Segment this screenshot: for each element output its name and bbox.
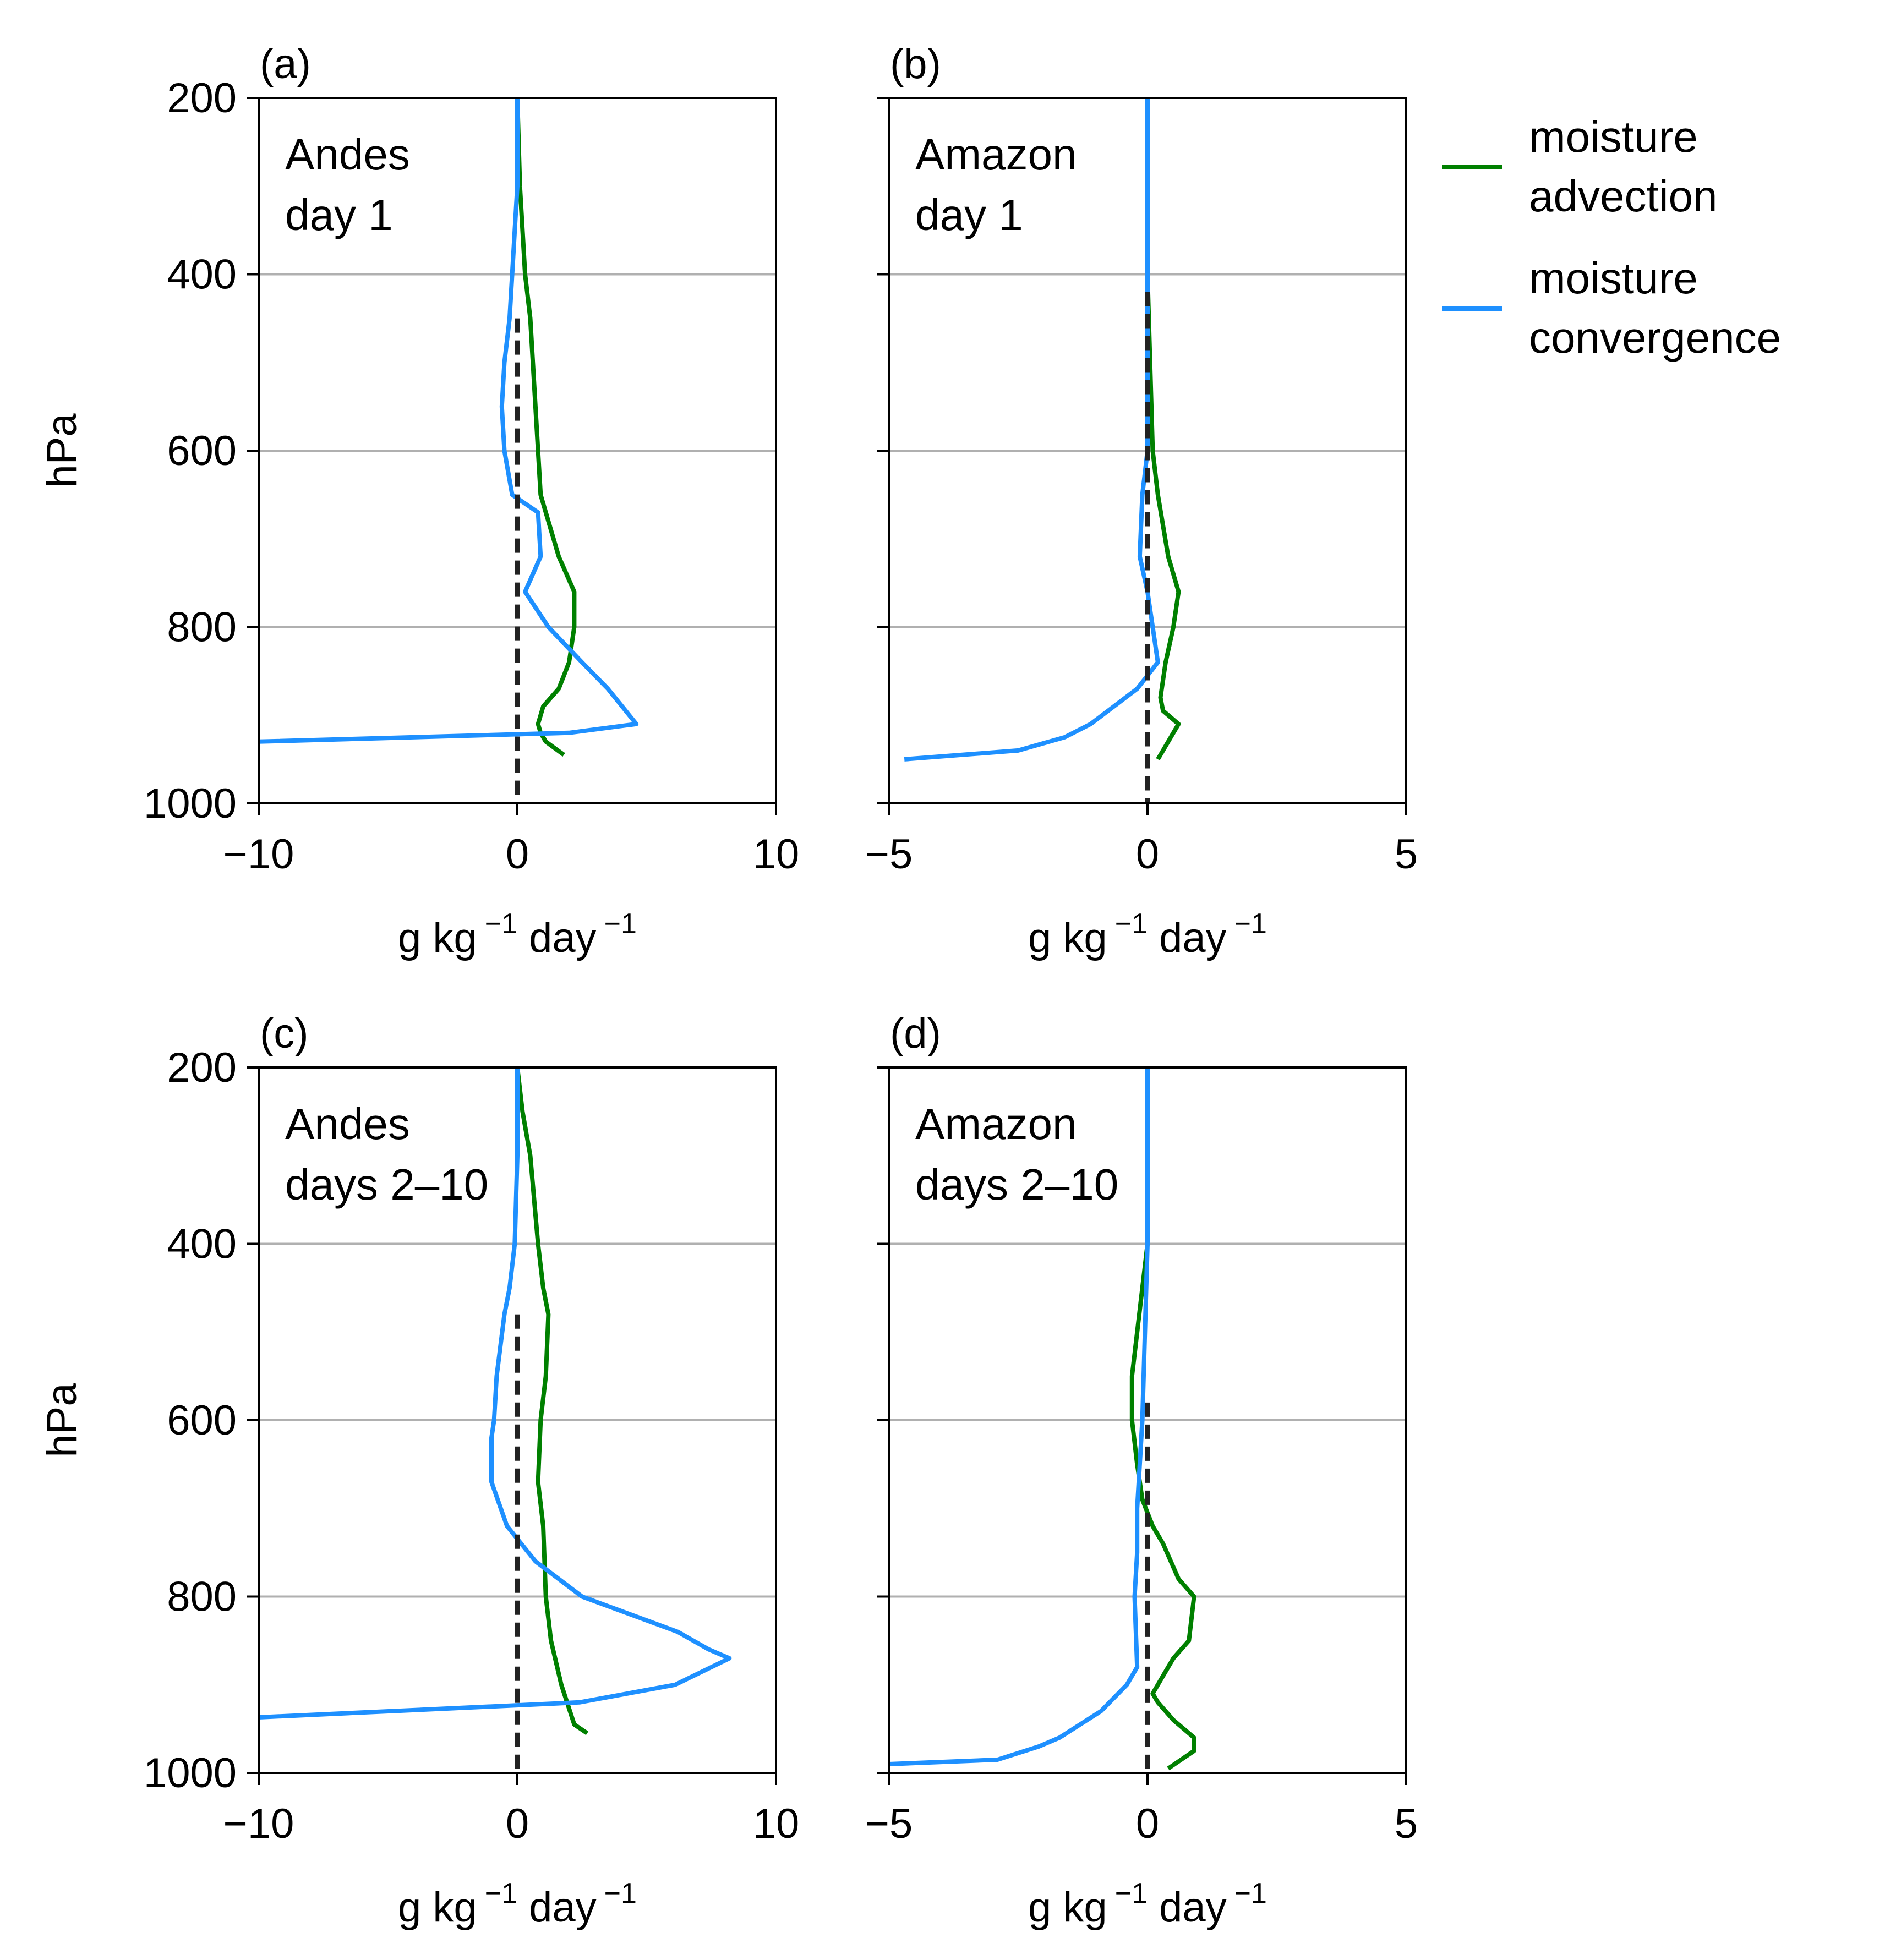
- x-tick-label: −5: [865, 1800, 913, 1847]
- x-axis-label-exponent: −1: [485, 908, 517, 940]
- x-tick-label: 0: [1136, 1800, 1159, 1847]
- x-tick-label: 10: [753, 1800, 800, 1847]
- moisture-convergence-line: [258, 98, 639, 744]
- legend: moisture advection moisture convergence: [1442, 112, 1781, 362]
- moisture-advection-line: [515, 97, 577, 757]
- y-axis-label: hPa: [39, 413, 85, 488]
- panel-annotation: days 2–10: [915, 1160, 1118, 1209]
- x-tick-label: −10: [223, 1800, 294, 1847]
- x-axis-label: g kg −1 day −1: [398, 1877, 637, 1931]
- y-tick-label: 600: [167, 1397, 237, 1444]
- legend-label: moisture: [1529, 112, 1698, 161]
- panel-annotation: Amazon: [915, 130, 1077, 179]
- panel-label: (a): [260, 41, 311, 87]
- panel-annotation: day 1: [915, 190, 1023, 239]
- x-axis-label: g kg −1 day −1: [1028, 1877, 1267, 1931]
- y-tick-label: 200: [167, 1044, 237, 1091]
- moisture-convergence-line: [258, 1067, 732, 1720]
- x-axis-label-text: day: [1148, 915, 1227, 961]
- y-tick-label: 400: [167, 1221, 237, 1268]
- panel-label: (d): [890, 1010, 941, 1057]
- panel-label: (c): [260, 1010, 309, 1057]
- panel-label: (b): [890, 41, 941, 87]
- y-tick-label: 800: [167, 1574, 237, 1620]
- moisture-advection-line: [1145, 98, 1181, 760]
- x-axis-label-text: g kg: [398, 915, 477, 961]
- x-axis-label-text: day: [517, 915, 597, 961]
- x-axis-label-exponent: −1: [1115, 1877, 1148, 1909]
- y-tick-label: 200: [167, 75, 237, 122]
- legend-label: advection: [1529, 172, 1717, 221]
- x-tick-label: 0: [506, 1800, 529, 1847]
- x-axis-label-text: g kg: [1028, 1884, 1107, 1931]
- x-axis-label-exponent: −1: [485, 1877, 517, 1909]
- x-axis-label-exponent: −1: [1115, 908, 1148, 940]
- panel-annotation: Amazon: [915, 1099, 1077, 1148]
- y-tick-label: 800: [167, 604, 237, 651]
- y-tick-label: 600: [167, 428, 237, 474]
- y-tick-label: 1000: [144, 780, 237, 827]
- x-axis-label-text: day: [517, 1884, 597, 1931]
- x-axis-label-exponent: −1: [1234, 908, 1267, 940]
- x-tick-label: 5: [1395, 831, 1418, 878]
- x-axis-label-text: g kg: [1028, 915, 1107, 961]
- moisture-convergence-line: [888, 1067, 1150, 1766]
- x-tick-label: 10: [753, 831, 800, 878]
- y-tick-label: 400: [167, 251, 237, 298]
- x-tick-label: −5: [865, 831, 913, 878]
- legend-label: moisture: [1529, 254, 1698, 303]
- x-tick-label: −10: [223, 831, 294, 878]
- x-tick-label: 5: [1395, 1800, 1418, 1847]
- x-tick-label: 0: [506, 831, 529, 878]
- legend-label: convergence: [1529, 313, 1781, 362]
- x-axis-label-text: g kg: [398, 1884, 477, 1931]
- panel-annotation: day 1: [285, 190, 393, 239]
- x-tick-label: 0: [1136, 831, 1159, 878]
- panel-annotation: Andes: [285, 130, 410, 179]
- x-axis-label-exponent: −1: [604, 1877, 637, 1909]
- x-axis-label-text: day: [1148, 1884, 1227, 1931]
- x-axis-label-exponent: −1: [1234, 1877, 1267, 1909]
- y-axis-label: hPa: [39, 1383, 85, 1458]
- moisture-advection-line: [1129, 1067, 1196, 1771]
- x-axis-label: g kg −1 day −1: [398, 908, 637, 961]
- panel-annotation: Andes: [285, 1099, 410, 1148]
- panel-annotation: days 2–10: [285, 1160, 488, 1209]
- x-axis-label: g kg −1 day −1: [1028, 908, 1267, 961]
- moisture-advection-line: [515, 1067, 589, 1735]
- x-axis-label-exponent: −1: [604, 908, 637, 940]
- y-tick-label: 1000: [144, 1750, 237, 1797]
